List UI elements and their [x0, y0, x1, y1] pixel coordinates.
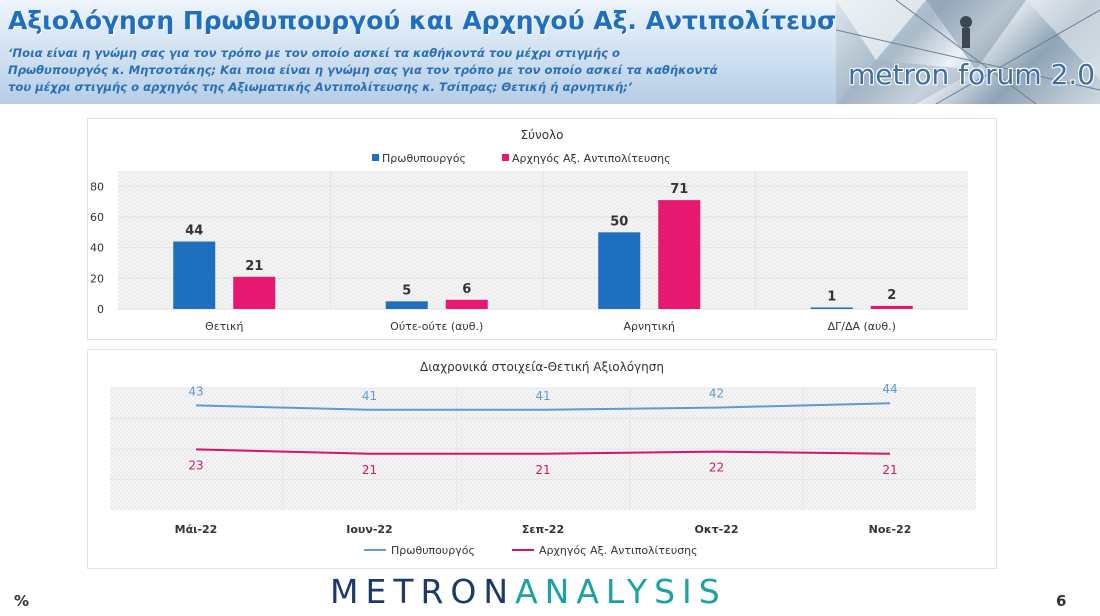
data-label-2-1: 21: [245, 259, 263, 274]
bar-1-4: [810, 307, 853, 309]
data-label-1-5: 44: [882, 382, 897, 396]
legend-label-2: Αρχηγός Αξ. Αντιπολίτευσης: [512, 152, 671, 165]
data-label-1-3: 41: [535, 389, 550, 403]
legend-label-1: Πρωθυπουργός: [382, 152, 466, 165]
x-tick-2: Ιουν-22: [346, 523, 392, 536]
legend-swatch-1: [372, 154, 379, 161]
series-line-1: [195, 402, 891, 411]
legend-label-2: Αρχηγός Αξ. Αντιπολίτευσης: [539, 544, 698, 557]
chart-title: Σύνολο: [520, 128, 563, 142]
unit-label: %: [14, 592, 30, 610]
data-label-1-2: 41: [362, 389, 377, 403]
line-chart-panel: Διαχρονικά στοιχεία-Θετική Αξιολόγηση 43 4…: [87, 349, 997, 569]
x-tick-3: Αρνητική: [624, 320, 675, 333]
data-label-1-1: 44: [185, 224, 203, 239]
data-label-2-1: 23: [188, 458, 203, 472]
data-label-2-2: 21: [362, 463, 377, 477]
question-line-3: του μέχρι στιγμής ο αρχηγός της Αξιωματι…: [8, 80, 633, 94]
bar-2-4: [870, 305, 913, 309]
legend-label-1: Πρωθυπουργός: [391, 544, 475, 557]
x-tick-5: Νοε-22: [869, 523, 912, 536]
y-tick-0: 0: [97, 303, 104, 316]
bar-1-2: [385, 301, 428, 309]
data-label-1-4: 42: [709, 387, 724, 401]
data-label-1-4: 1: [827, 289, 836, 304]
y-tick-20: 20: [90, 272, 104, 285]
y-tick-80: 80: [90, 180, 104, 193]
header-photo: metron forum 2.0: [836, 0, 1100, 104]
page-title: Αξιολόγηση Πρωθυπουργού και Αρχηγού Αξ. …: [8, 6, 870, 35]
x-tick-2: Ούτε-ούτε (αυθ.): [390, 320, 483, 333]
legend-swatch-2: [502, 154, 509, 161]
bar-chart: Σύνολο Πρωθυπουργός Αρχηγός Αξ. Αντιπολίτε…: [90, 128, 968, 333]
bar-2-2: [445, 299, 488, 309]
x-tick-4: ΔΓ/ΔΑ (αυθ.): [828, 320, 896, 333]
data-label-2-4: 2: [887, 288, 896, 303]
x-tick-1: Θετική: [205, 320, 243, 333]
question-line-1: ‘Ποια είναι η γνώμη σας για τον τρόπο με…: [8, 46, 620, 60]
logo-part-2: ANALYSIS: [515, 572, 727, 611]
survey-question: ‘Ποια είναι η γνώμη σας για τον τρόπο με…: [8, 45, 838, 96]
page-number: 6: [1056, 592, 1067, 610]
chart-title: Διαχρονικά στοιχεία-Θετική Αξιολόγηση: [420, 360, 664, 374]
header-banner: Αξιολόγηση Πρωθυπουργού και Αρχηγού Αξ. …: [0, 0, 1100, 104]
x-tick-1: Μάι-22: [175, 523, 218, 536]
data-label-2-4: 22: [709, 461, 724, 475]
data-label-2-2: 6: [462, 282, 471, 297]
data-label-1-2: 5: [402, 283, 411, 298]
company-logo: METRONANALYSIS: [330, 572, 727, 611]
data-label-2-5: 21: [882, 463, 897, 477]
bar-2-1: [233, 276, 276, 309]
bar-1-1: [173, 241, 216, 309]
data-label-2-3: 21: [535, 463, 550, 477]
photo-pattern: [836, 0, 1100, 104]
data-label-1-1: 43: [188, 384, 203, 398]
line-chart: Διαχρονικά στοιχεία-Θετική Αξιολόγηση 43 4…: [110, 360, 976, 557]
series-line-2: [195, 448, 891, 455]
x-tick-4: Οκτ-22: [694, 523, 738, 536]
y-tick-40: 40: [90, 242, 104, 255]
bar-chart-panel: Σύνολο Πρωθυπουργός Αρχηγός Αξ. Αντιπολίτε…: [87, 118, 997, 340]
y-tick-60: 60: [90, 211, 104, 224]
data-label-2-3: 71: [670, 182, 688, 197]
logo-part-1: METRON: [330, 572, 516, 611]
bar-1-3: [598, 232, 641, 309]
x-tick-3: Σεπ-22: [522, 523, 564, 536]
data-label-1-3: 50: [610, 214, 628, 229]
question-line-2: Πρωθυπουργός κ. Μητσοτάκης; Και ποια είν…: [8, 63, 718, 77]
bar-2-3: [658, 200, 701, 309]
brand-text: metron forum 2.0: [848, 58, 1096, 91]
